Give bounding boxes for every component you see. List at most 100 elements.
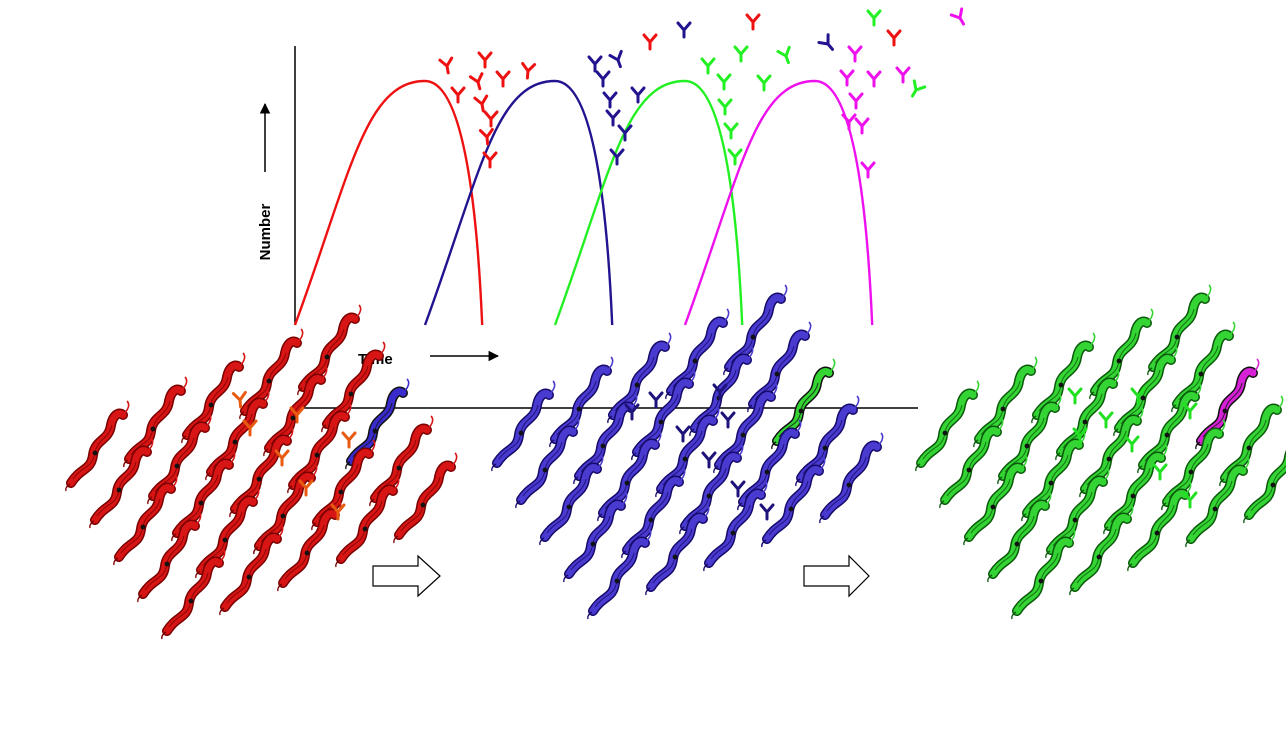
trypanosome-icon xyxy=(123,376,188,468)
antibody-icon xyxy=(595,70,611,88)
trypanosome-icon xyxy=(65,400,130,492)
antibody-icon xyxy=(609,148,625,166)
antibody-icon xyxy=(866,70,882,88)
antibody-icon xyxy=(949,7,965,26)
graph-antibodies xyxy=(438,7,965,179)
antibody-icon xyxy=(756,74,772,92)
y-axis-label: Number xyxy=(257,204,274,261)
trypanosome-icon xyxy=(539,454,604,546)
antibody-icon xyxy=(298,479,314,497)
antibody-icon xyxy=(289,406,305,424)
antibody-icon xyxy=(624,403,640,421)
trypanosome-icon xyxy=(563,491,628,583)
transition-arrow-2 xyxy=(803,554,870,598)
antibody-icon xyxy=(776,45,791,65)
trypanosome-icon xyxy=(239,328,304,420)
antibody-icon xyxy=(745,13,761,31)
trypanosome-icon xyxy=(89,437,154,529)
antibody-icon xyxy=(438,56,454,75)
trypanosome-icon xyxy=(1011,528,1076,620)
wave-3 xyxy=(553,79,744,326)
trypanosome-icon xyxy=(713,382,778,474)
trypanosome-icon xyxy=(997,393,1062,485)
panel-1 xyxy=(65,304,458,640)
antibody-icon xyxy=(630,86,646,104)
transition-arrow-1 xyxy=(372,554,441,598)
antibody-icon xyxy=(242,419,258,437)
antibody-icon xyxy=(716,73,732,91)
antibody-icon xyxy=(733,45,749,63)
trypanosome-icon xyxy=(1055,369,1120,461)
trypanosome-icon xyxy=(1185,456,1250,548)
antibody-icon xyxy=(521,62,537,80)
trypanosome-icon xyxy=(587,528,652,620)
antibody-icon xyxy=(676,21,692,39)
trypanosome-icon xyxy=(819,432,884,524)
trypanosome-icon xyxy=(645,504,710,596)
antibody-icon xyxy=(675,425,691,443)
antibody-icon xyxy=(723,122,739,140)
antibody-icon xyxy=(1182,402,1198,420)
trypanosome-icon xyxy=(915,380,980,472)
antibody-icon xyxy=(720,411,736,429)
trypanosome-icon xyxy=(311,439,376,531)
graph: Number Time xyxy=(257,7,965,409)
antibody-icon xyxy=(839,69,855,87)
antibody-icon xyxy=(860,161,876,179)
trypanosome-icon xyxy=(491,380,556,472)
antibody-icon xyxy=(911,79,927,98)
trypanosome-icon xyxy=(703,480,768,572)
antibody-icon xyxy=(478,128,494,146)
trypanosome-icon xyxy=(195,487,260,579)
antibody-icon xyxy=(231,391,247,409)
trypanosome-icon xyxy=(1089,308,1154,400)
antibody-icon xyxy=(483,110,499,128)
trypanosome-icon xyxy=(1069,504,1134,596)
trypanosome-icon xyxy=(795,395,860,487)
trypanosome-icon xyxy=(219,524,284,616)
antibody-icon xyxy=(482,151,498,169)
trypanosome-icon xyxy=(1147,284,1212,376)
antibody-icon xyxy=(617,124,633,142)
antibody-icon xyxy=(700,57,716,75)
antibody-icon xyxy=(495,70,511,88)
population-waves xyxy=(293,79,874,326)
antibody-icon xyxy=(759,503,775,521)
antibody-icon xyxy=(1072,427,1088,445)
trypanosome-icon xyxy=(253,463,318,555)
antibody-icon xyxy=(701,451,717,469)
antibody-icon xyxy=(854,117,870,135)
wave-4 xyxy=(683,79,874,326)
trypanosome-icon xyxy=(939,417,1004,509)
trypanosome-icon xyxy=(113,474,178,566)
antibody-icon xyxy=(886,29,902,47)
trypanosome-icon xyxy=(181,352,246,444)
trypanosome-icon xyxy=(987,491,1052,583)
antibody-icon xyxy=(1130,387,1146,405)
antibody-icon xyxy=(1067,387,1083,405)
antibody-icon xyxy=(848,92,864,110)
trypanosome-icon xyxy=(1137,382,1202,474)
antibody-icon xyxy=(895,66,911,84)
antibody-icon xyxy=(1098,411,1114,429)
antibody-icon xyxy=(587,55,603,73)
antibody-icon xyxy=(608,49,623,69)
antibody-icon xyxy=(727,148,743,166)
trypanosome-icon xyxy=(277,500,342,592)
trypanosome-panels xyxy=(65,284,1286,640)
trypanosome-icon xyxy=(761,456,826,548)
trypanosome-icon xyxy=(137,511,202,603)
antibody-icon xyxy=(602,91,618,109)
antibody-icon xyxy=(450,86,466,104)
trypanosome-icon xyxy=(597,430,662,522)
antibody-icon xyxy=(341,431,357,449)
antibody-icon xyxy=(473,94,489,113)
antibody-icon xyxy=(605,109,621,127)
trypanosome-icon xyxy=(573,393,638,485)
antibody-icon xyxy=(1124,435,1140,453)
wave-2 xyxy=(423,79,614,326)
antibody-icon xyxy=(847,45,863,63)
antibody-icon xyxy=(330,503,346,521)
antibody-icon xyxy=(468,72,484,91)
